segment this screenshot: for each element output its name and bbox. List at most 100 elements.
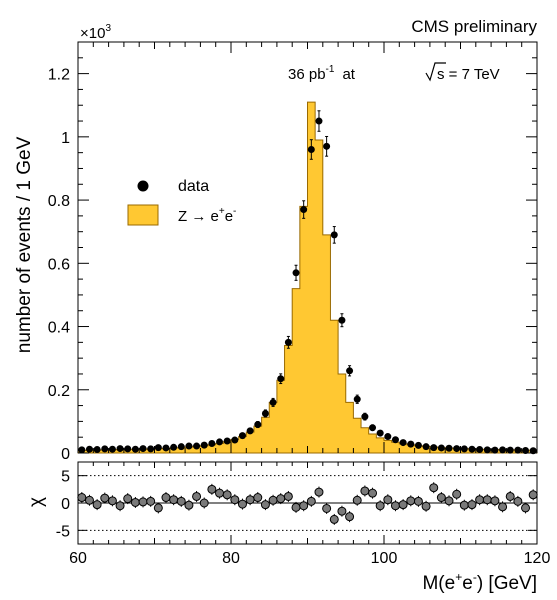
ratio-point [306, 495, 316, 507]
ratio-y-tick-label: 0 [61, 496, 70, 513]
ratio-marker [222, 490, 232, 500]
y-tick-label: 0.4 [48, 320, 70, 337]
data-marker [193, 442, 201, 450]
data-point [353, 394, 361, 404]
ratio-point [444, 495, 454, 507]
data-point [460, 445, 468, 453]
ratio-point [161, 492, 171, 503]
data-marker [499, 446, 507, 454]
data-point [292, 264, 300, 281]
data-point [499, 446, 507, 454]
data-point [407, 440, 415, 448]
ratio-marker [291, 502, 301, 512]
data-marker [346, 367, 354, 375]
ratio-marker [505, 491, 515, 501]
data-point [323, 135, 331, 157]
data-marker [292, 269, 300, 277]
ratio-marker [452, 489, 462, 499]
ratio-point [115, 500, 125, 512]
cms-preliminary-label: CMS preliminary [411, 17, 537, 36]
data-marker [162, 444, 170, 452]
data-point [491, 446, 499, 454]
data-point [193, 442, 201, 450]
ratio-marker [215, 488, 225, 498]
ratio-y-axis-title: χ [26, 497, 47, 507]
ratio-marker [260, 500, 270, 510]
data-marker [154, 444, 162, 452]
data-point [231, 436, 239, 444]
ratio-points [77, 482, 538, 525]
data-marker [414, 441, 422, 449]
data-marker [147, 445, 155, 453]
data-point [277, 373, 285, 385]
y-tick-label: 0.6 [48, 256, 70, 273]
data-point [338, 313, 346, 328]
ratio-point [222, 489, 232, 501]
data-marker [506, 446, 514, 454]
ratio-marker [459, 500, 469, 510]
ratio-marker [276, 494, 286, 504]
data-point [422, 443, 430, 451]
ratio-marker [130, 497, 140, 507]
data-point [307, 139, 315, 160]
ratio-point [299, 500, 309, 512]
data-marker [491, 446, 499, 454]
ratio-point [482, 494, 492, 506]
data-point [399, 439, 407, 447]
ratio-marker [77, 493, 87, 503]
data-marker [407, 440, 415, 448]
ratio-marker [253, 493, 263, 503]
ratio-marker [406, 496, 416, 506]
ratio-point [498, 501, 508, 513]
ratio-marker [283, 491, 293, 501]
ratio-point [176, 495, 186, 507]
ratio-point [505, 490, 515, 502]
data-point [108, 445, 116, 453]
data-point [78, 446, 86, 454]
mc-histogram-area [77, 101, 538, 454]
data-point [139, 445, 147, 453]
energy-label: s = 7 TeV [437, 66, 500, 83]
data-marker [231, 436, 239, 444]
data-marker [338, 316, 346, 324]
main-axis-ticks [77, 41, 538, 454]
ratio-point [107, 495, 117, 507]
y-tick-label: 1 [61, 130, 70, 147]
ratio-point [199, 497, 209, 509]
data-marker [437, 444, 445, 452]
ratio-point [138, 496, 148, 508]
ratio-point [521, 502, 531, 514]
ratio-point [398, 499, 408, 511]
y-tick-label: 0 [61, 446, 70, 463]
data-marker [522, 446, 530, 454]
ratio-point [467, 499, 477, 511]
data-marker [323, 142, 331, 150]
data-point [101, 445, 109, 453]
data-marker [476, 446, 484, 454]
data-marker [170, 443, 178, 451]
data-point [170, 443, 178, 451]
data-point [376, 429, 384, 437]
ratio-marker [521, 503, 531, 513]
ratio-point [169, 494, 179, 506]
data-marker [284, 338, 292, 346]
data-marker [361, 413, 369, 421]
sqrt-symbol [425, 62, 446, 82]
data-point [154, 444, 162, 452]
ratio-marker [245, 495, 255, 505]
ratio-marker [123, 494, 133, 504]
data-point [514, 446, 522, 454]
ratio-marker [490, 496, 500, 506]
ratio-marker [115, 501, 125, 511]
legend-data-label: data [178, 178, 209, 195]
ratio-marker [444, 496, 454, 506]
y-tick-label: 0.2 [48, 383, 70, 400]
x-tick-label: 80 [222, 550, 240, 567]
ratio-point [390, 500, 400, 512]
data-point [216, 438, 224, 446]
ratio-marker [176, 496, 186, 506]
data-point [391, 436, 399, 444]
legend-mc-label: Z → e+e- [178, 206, 236, 225]
x-tick-label: 100 [371, 550, 398, 567]
x-tick-labels: 60 80 100 120 [69, 550, 550, 567]
